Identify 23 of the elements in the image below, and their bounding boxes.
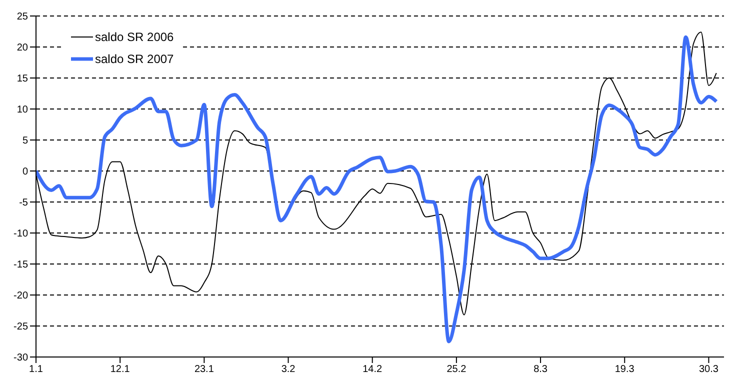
legend-label: saldo SR 2007 [95, 52, 174, 66]
y-tick-label: -15 [14, 260, 28, 271]
x-tick-label: 3.2 [281, 364, 296, 376]
y-tick-label: -10 [14, 228, 28, 240]
y-tick-label: 25 [16, 12, 28, 23]
legend-label: saldo SR 2006 [95, 30, 174, 44]
y-tick-label: -5 [19, 198, 28, 209]
x-tick-label: 23.1 [194, 364, 214, 376]
x-tick-label: 8.3 [534, 364, 548, 376]
x-tick-label: 19.3 [614, 364, 635, 376]
y-tick-label: 10 [16, 104, 28, 116]
x-tick-label: 30.3 [698, 364, 719, 376]
y-tick-label: 15 [16, 74, 28, 85]
x-tick-label: 25.2 [446, 364, 467, 376]
y-tick-label: 20 [16, 42, 28, 54]
x-tick-label: 12.1 [110, 364, 130, 376]
x-tick-label: 1.1 [29, 364, 44, 376]
x-tick-label: 14.2 [362, 364, 383, 376]
y-tick-label: 0 [22, 166, 28, 178]
y-tick-label: -20 [14, 290, 28, 302]
y-tick-label: -30 [14, 352, 28, 364]
y-tick-label: 5 [22, 136, 28, 147]
y-tick-label: -25 [14, 322, 28, 333]
